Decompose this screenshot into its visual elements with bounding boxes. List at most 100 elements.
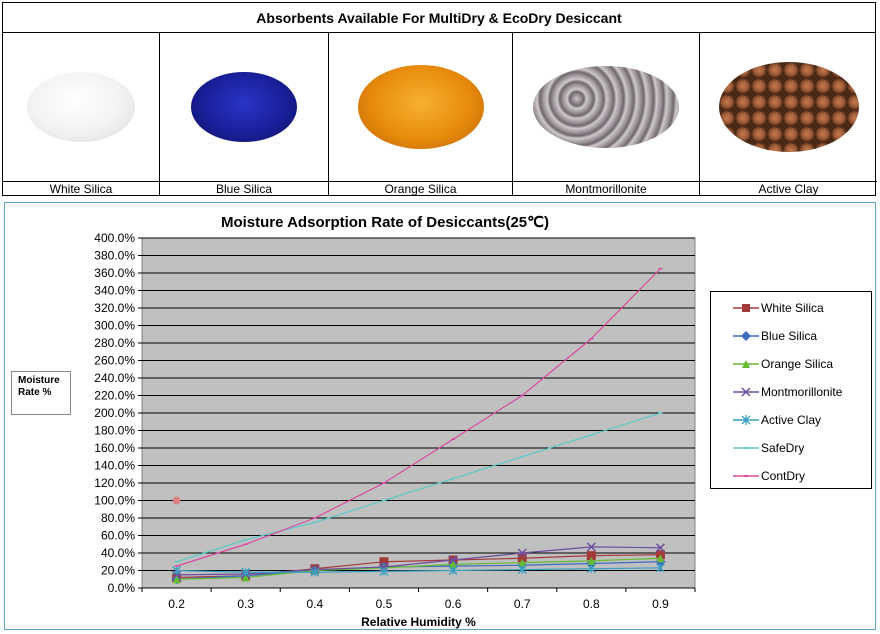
absorbent-image-3: [533, 66, 679, 148]
y-tick-label: 280.0%: [94, 336, 135, 350]
y-axis-label-line2: Rate %: [18, 387, 52, 398]
legend-label: Blue Silica: [761, 329, 818, 343]
x-tick-label: 0.2: [168, 597, 185, 611]
legend-item: Blue Silica: [711, 326, 871, 346]
legend-item: ContDry: [711, 466, 871, 486]
data-point: [449, 560, 458, 569]
x-tick-label: 0.3: [237, 597, 254, 611]
absorbent-image-4: [718, 62, 859, 152]
data-point: [172, 570, 182, 580]
legend-label: SafeDry: [761, 441, 805, 455]
y-tick-label: 360.0%: [94, 266, 135, 280]
y-tick-label: 380.0%: [94, 249, 135, 263]
legend-swatch: [733, 331, 759, 341]
legend-swatch: [733, 360, 759, 368]
y-tick-label: 240.0%: [94, 371, 135, 385]
absorbent-table: Absorbents Available For MultiDry & EcoD…: [2, 2, 877, 196]
series-line-montmorillonite: [176, 546, 661, 576]
legend-label: Montmorillonite: [761, 385, 843, 399]
x-tick-label: 0.8: [583, 597, 600, 611]
absorbent-image-1: [191, 72, 297, 142]
x-tick-label: 0.9: [652, 597, 669, 611]
data-point: [517, 565, 527, 575]
legend-item: Orange Silica: [711, 354, 871, 374]
legend-swatch: [733, 475, 759, 477]
absorbent-cell-active-clay: Active Clay: [700, 33, 877, 196]
legend-label: ContDry: [761, 469, 806, 483]
y-tick-label: 60.0%: [101, 529, 135, 543]
y-tick-label: 400.0%: [94, 231, 135, 245]
x-tick-label: 0.4: [306, 597, 323, 611]
x-tick-label: 0.7: [514, 597, 531, 611]
y-axis-label-line1: Moisture: [18, 375, 60, 386]
legend-label: Active Clay: [761, 413, 822, 427]
active-clay-image: [700, 33, 877, 182]
data-point: [172, 575, 181, 584]
y-tick-label: 40.0%: [101, 546, 135, 560]
blue-silica-image: [160, 33, 328, 182]
legend-item: White Silica: [711, 298, 871, 318]
absorbent-cell-white-silica: White Silica: [3, 33, 160, 196]
legend-swatch: [733, 387, 759, 397]
series-line-contdry: [176, 268, 661, 567]
absorbent-cell-blue-silica: Blue Silica: [160, 33, 329, 196]
chart-title: Moisture Adsorption Rate of Desiccants(2…: [220, 214, 549, 231]
y-tick-label: 20.0%: [101, 564, 135, 578]
data-point: [586, 542, 596, 552]
y-tick-label: 300.0%: [94, 319, 135, 333]
x-tick-label: 0.6: [445, 597, 462, 611]
chart-container: Moisture Adsorption Rate of Desiccants(2…: [4, 202, 876, 630]
y-tick-label: 80.0%: [101, 511, 135, 525]
data-point: [655, 563, 665, 573]
absorbent-cell-orange-silica: Orange Silica: [329, 33, 513, 196]
y-tick-label: 100.0%: [94, 494, 135, 508]
legend-swatch: [733, 447, 759, 449]
y-axis-label-box: Moisture Rate %: [11, 371, 71, 415]
y-tick-label: 260.0%: [94, 354, 135, 368]
annotation-point: [172, 496, 181, 505]
blue-silica-label: Blue Silica: [215, 182, 273, 196]
data-point: [587, 556, 596, 565]
series-line-orange-silica: [176, 557, 661, 580]
data-point: [586, 564, 596, 574]
absorbent-image-2: [357, 65, 484, 149]
montmorillonite-image: [513, 33, 699, 182]
data-point: [448, 555, 458, 565]
y-tick-label: 120.0%: [94, 476, 135, 490]
legend-label: Orange Silica: [761, 357, 834, 371]
data-point: [241, 567, 251, 577]
line-chart: 0.0% 20.0% 40.0% 60.0% 80.0% 100.0% 120.0% 140.…: [94, 231, 696, 629]
white-silica-image: [3, 33, 159, 182]
series-line-active-clay: [176, 567, 661, 573]
white-silica-label: White Silica: [49, 182, 113, 196]
data-point: [379, 566, 389, 576]
y-tick-label: 0.0%: [108, 581, 136, 595]
series-line-safedry: [176, 412, 661, 563]
table-title: Absorbents Available For MultiDry & EcoD…: [3, 3, 875, 33]
legend-swatch: [733, 304, 759, 312]
data-point: [172, 566, 182, 575]
y-tick-label: 140.0%: [94, 459, 135, 473]
absorbent-cell-montmorillonite: Montmorillonite: [513, 33, 700, 196]
data-point: [518, 558, 527, 567]
legend-label: White Silica: [761, 301, 824, 315]
orange-silica-image: [329, 33, 512, 182]
y-tick-label: 180.0%: [94, 424, 135, 438]
legend-item: Active Clay: [711, 410, 871, 430]
data-point: [656, 554, 665, 563]
active-clay-label: Active Clay: [758, 182, 819, 196]
orange-silica-label: Orange Silica: [384, 182, 457, 196]
legend-item: Montmorillonite: [711, 382, 871, 402]
data-point: [241, 573, 250, 582]
legend-item: SafeDry: [711, 438, 871, 458]
chart-legend: White Silica Blue Silica Orange Silica Mont…: [710, 291, 872, 489]
y-tick-label: 320.0%: [94, 301, 135, 315]
absorbent-image-0: [27, 72, 135, 142]
y-tick-label: 160.0%: [94, 441, 135, 455]
data-point: [448, 566, 458, 575]
y-tick-label: 220.0%: [94, 389, 135, 403]
data-point: [655, 543, 665, 553]
y-tick-label: 200.0%: [94, 406, 135, 420]
montmorillonite-label: Montmorillonite: [565, 182, 647, 196]
x-axis-title: Relative Humidity %: [361, 615, 476, 629]
